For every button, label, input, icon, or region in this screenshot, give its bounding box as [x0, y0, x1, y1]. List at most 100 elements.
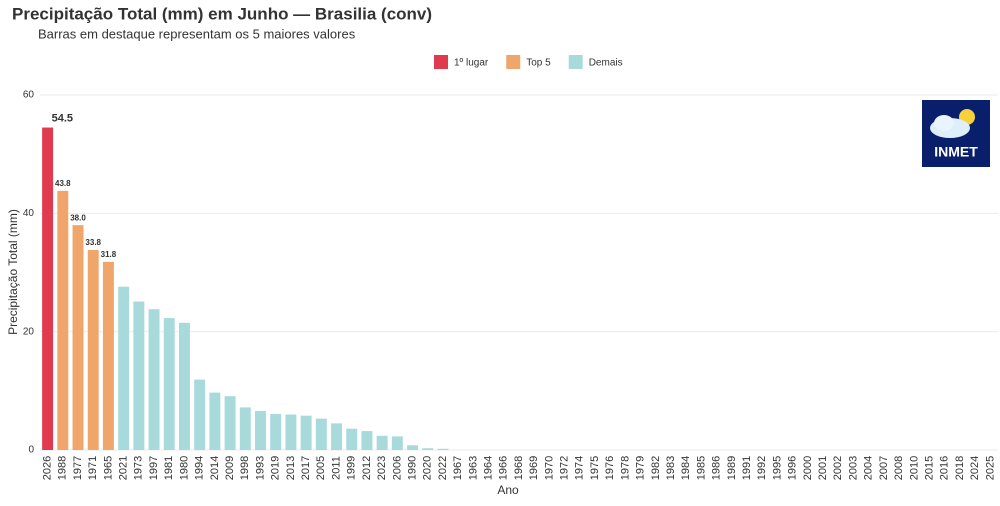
x-tick-label: 2026	[42, 456, 54, 480]
bar	[361, 431, 373, 450]
bar	[300, 415, 312, 450]
x-tick-label: 2024	[969, 456, 981, 480]
x-tick-label: 2020	[422, 456, 434, 480]
x-tick-label: 1970	[543, 456, 555, 480]
x-tick-label: 2013	[285, 456, 297, 480]
value-label: 43.8	[55, 179, 71, 188]
x-tick-label: 2018	[954, 456, 966, 480]
bar	[42, 127, 54, 451]
x-tick-label: 1988	[57, 456, 69, 480]
bar	[437, 448, 449, 450]
bar	[194, 379, 206, 450]
bar	[209, 392, 221, 450]
x-tick-label: 2019	[270, 456, 282, 480]
x-tick-label: 1993	[254, 456, 266, 480]
x-tick-label: 1995	[771, 456, 783, 480]
x-tick-label: 1976	[604, 456, 616, 480]
x-tick-label: 2003	[847, 456, 859, 480]
x-tick-label: 1997	[148, 456, 160, 480]
x-tick-label: 1983	[665, 456, 677, 480]
x-tick-label: 2000	[802, 456, 814, 480]
x-tick-label: 1969	[528, 456, 540, 480]
bar	[285, 414, 297, 450]
legend-label: Top 5	[526, 58, 551, 69]
x-tick-label: 2016	[939, 456, 951, 480]
y-tick-label: 0	[28, 445, 34, 456]
x-tick-label: 1998	[239, 456, 251, 480]
x-tick-label: 1992	[756, 456, 768, 480]
x-tick-label: 2025	[984, 456, 996, 480]
legend-swatch	[568, 55, 583, 69]
x-tick-label: 1991	[741, 456, 753, 480]
bar	[118, 286, 130, 450]
bar	[239, 407, 251, 450]
bar	[315, 418, 327, 450]
legend-swatch	[506, 55, 521, 69]
x-tick-label: 2010	[908, 456, 920, 480]
bar	[331, 423, 342, 450]
x-tick-label: 1978	[619, 456, 631, 480]
x-tick-label: 1968	[513, 456, 525, 480]
x-tick-label: 2004	[863, 456, 875, 480]
value-label: 31.8	[101, 250, 117, 259]
x-tick-label: 2005	[315, 456, 327, 480]
x-tick-label: 1977	[72, 456, 84, 480]
bar	[376, 435, 388, 450]
y-tick-label: 40	[23, 208, 35, 219]
bar	[133, 301, 145, 450]
x-tick-label: 1981	[163, 456, 175, 480]
x-tick-label: 1974	[574, 456, 586, 480]
legend-swatch	[434, 55, 448, 69]
x-tick-label: 1971	[87, 456, 99, 480]
bar	[102, 261, 114, 450]
x-tick-label: 1963	[467, 456, 479, 480]
x-tick-label: 1990	[406, 456, 418, 480]
x-tick-label: 2007	[878, 456, 890, 480]
value-label: 54.5	[52, 112, 73, 124]
chart-title: Precipitação Total (mm) em Junho — Brasi…	[12, 4, 432, 23]
x-tick-label: 2002	[832, 456, 844, 480]
bar	[163, 318, 175, 450]
x-axis-label: Ano	[497, 483, 519, 497]
x-tick-label: 2017	[300, 456, 312, 480]
x-tick-label: 2001	[817, 456, 829, 480]
y-axis-label: Precipitação Total (mm)	[6, 209, 20, 335]
bar	[148, 309, 160, 450]
logo: INMET	[922, 100, 990, 167]
x-tick-label: 1980	[178, 456, 190, 480]
bar	[87, 250, 99, 450]
x-tick-label: 1972	[559, 456, 571, 480]
x-tick-label: 1996	[787, 456, 799, 480]
x-tick-label: 2015	[923, 456, 935, 480]
x-tick-label: 1994	[194, 456, 206, 480]
bar	[270, 413, 282, 450]
bar	[224, 396, 236, 450]
bar	[178, 322, 190, 450]
value-label: 33.8	[85, 238, 101, 247]
x-tick-label: 2008	[893, 456, 905, 480]
x-tick-label: 1975	[589, 456, 601, 480]
x-tick-label: 2011	[330, 456, 342, 480]
x-tick-label: 1985	[695, 456, 707, 480]
x-tick-label: 2021	[118, 456, 130, 480]
bar	[255, 410, 266, 450]
x-tick-label: 2012	[361, 456, 373, 480]
x-tick-label: 1999	[346, 456, 358, 480]
legend-label: Demais	[589, 58, 623, 69]
bar	[391, 436, 403, 450]
x-tick-label: 1965	[102, 456, 114, 480]
bar	[57, 190, 69, 450]
bar	[346, 428, 358, 450]
x-tick-label: 1982	[650, 456, 662, 480]
x-tick-label: 1979	[635, 456, 647, 480]
x-tick-label: 2006	[391, 456, 403, 480]
bar	[72, 225, 84, 450]
x-tick-label: 2014	[209, 456, 221, 480]
value-label: 38.0	[70, 213, 86, 222]
x-tick-label: 1984	[680, 456, 692, 480]
chart-subtitle: Barras em destaque representam os 5 maio…	[38, 26, 356, 41]
x-tick-label: 2022	[437, 456, 449, 480]
x-tick-label: 1986	[711, 456, 723, 480]
x-tick-label: 2023	[376, 456, 388, 480]
